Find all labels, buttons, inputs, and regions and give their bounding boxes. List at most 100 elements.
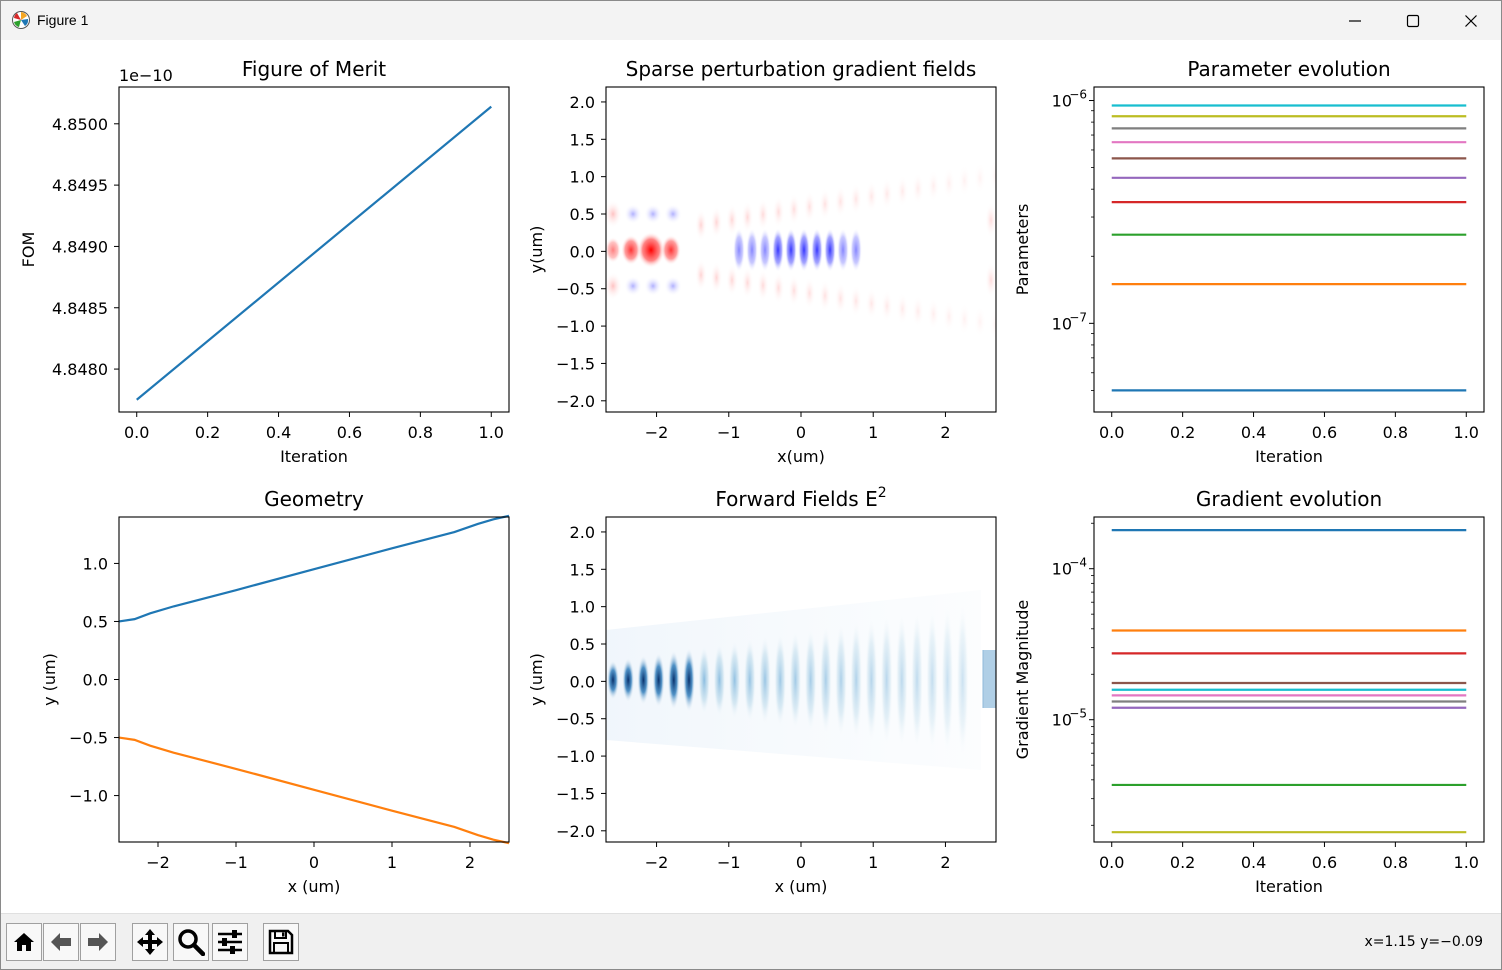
axes-frame	[118, 86, 510, 413]
x-tick-label: −2	[645, 853, 669, 872]
chart-title: Sparse perturbation gradient fields	[626, 57, 977, 81]
close-button[interactable]	[1442, 1, 1500, 40]
close-icon	[1465, 14, 1477, 27]
x-tick-label: −2	[146, 853, 170, 872]
x-axis-label: Iteration	[280, 447, 348, 466]
x-tick-label: 0.6	[337, 423, 362, 442]
axes-frame	[1093, 516, 1485, 843]
chart-title: Forward Fields E2	[715, 485, 886, 511]
y-tick-label: 0.0	[83, 671, 108, 690]
x-tick-label: 0.8	[1383, 853, 1408, 872]
y-tick-label: −0.5	[556, 710, 595, 729]
x-tick-label: 0.0	[124, 423, 149, 442]
y-tick-label: 2.0	[570, 93, 595, 112]
x-tick-label: 2	[940, 423, 950, 442]
x-tick-label: 0	[796, 853, 806, 872]
window-title: Figure 1	[37, 12, 89, 28]
move-icon	[137, 929, 163, 955]
y-tick-label: 0.5	[83, 612, 108, 631]
x-tick-label: −2	[645, 423, 669, 442]
zoom-button[interactable]	[173, 923, 209, 961]
y-tick-label: −2.0	[556, 392, 595, 411]
y-tick-label: 1.5	[570, 560, 595, 579]
figure-canvas[interactable]: Figure of Merit 0.0 0.2 0.4 0.6 0.8 1.0 4.8480 4…	[1, 40, 1501, 913]
x-tick-label: 1	[868, 853, 878, 872]
y-axis-label: y(um)	[527, 226, 546, 274]
axes-frame	[118, 516, 510, 843]
cursor-coordinates: x=1.15 y=−0.09	[1364, 934, 1483, 950]
y-tick-label: −0.5	[556, 280, 595, 299]
chart-title: Geometry	[264, 487, 364, 511]
x-tick-label: 0.8	[1383, 423, 1408, 442]
arrow-right-icon	[88, 933, 108, 951]
x-tick-label: −1	[224, 853, 248, 872]
y-tick-label: 0.0	[570, 672, 595, 691]
chart-title: Gradient evolution	[1196, 487, 1382, 511]
x-tick-label: 1.0	[479, 423, 504, 442]
forward-button[interactable]	[80, 923, 116, 961]
series-line-1	[136, 105, 492, 401]
home-button[interactable]	[6, 923, 42, 961]
x-tick-label: 1	[868, 423, 878, 442]
y-tick-label: −1.0	[69, 787, 108, 806]
x-tick-label: 0.2	[1170, 423, 1195, 442]
x-tick-label: 0.2	[195, 423, 220, 442]
configure-subplots-button[interactable]	[212, 923, 248, 961]
x-tick-label: 0.2	[1170, 853, 1195, 872]
save-button[interactable]	[263, 923, 299, 961]
x-axis-label: Iteration	[1255, 877, 1323, 896]
x-tick-label: 2	[940, 853, 950, 872]
arrow-left-icon	[51, 933, 71, 951]
gradient-field-image	[606, 159, 996, 341]
y-tick-label: 4.8485	[52, 299, 108, 318]
x-tick-label: 1	[387, 853, 397, 872]
y-tick-label: −1.5	[556, 784, 595, 803]
x-tick-label: 0.0	[1099, 853, 1124, 872]
x-tick-label: 2	[465, 853, 475, 872]
y-tick-label: 1.5	[570, 130, 595, 149]
axes-frame	[1093, 86, 1485, 413]
x-tick-label: 1.0	[1454, 423, 1479, 442]
x-tick-label: 0	[309, 853, 319, 872]
y-tick-label: 4.8495	[52, 176, 108, 195]
x-tick-label: 1.0	[1454, 853, 1479, 872]
y-axis-label: FOM	[19, 232, 38, 268]
y-tick-label: 1.0	[570, 598, 595, 617]
y-tick-label: 4.8500	[52, 115, 108, 134]
matplotlib-logo-icon	[12, 11, 30, 29]
x-tick-label: 0.4	[1241, 423, 1266, 442]
y-axis-label: y (um)	[40, 653, 59, 706]
chart-title: Parameter evolution	[1187, 57, 1390, 81]
y-tick-exponent: −6	[1069, 88, 1087, 102]
title-superscript: 2	[878, 485, 887, 501]
y-tick-label: 0.5	[570, 635, 595, 654]
y-axis-label: y (um)	[527, 653, 546, 706]
x-tick-label: −1	[717, 423, 741, 442]
y-tick-label: 0.5	[570, 205, 595, 224]
x-axis-label: x (um)	[288, 877, 341, 896]
chart-title: Figure of Merit	[242, 57, 386, 81]
subplot-fwd-fields: Forward Fields E2 −2 −1 0 1 2 2.0 1.5 1.0 0.5 0.0 −…	[527, 485, 997, 896]
y-tick-label: 10	[1052, 711, 1072, 730]
maximize-icon	[1406, 14, 1420, 27]
sliders-icon	[218, 930, 242, 954]
y-tick-label: 10	[1052, 560, 1072, 579]
y-tick-label: −2.0	[556, 822, 595, 841]
pan-button[interactable]	[132, 923, 168, 961]
y-tick-label: −1.0	[556, 317, 595, 336]
x-axis-label: Iteration	[1255, 447, 1323, 466]
back-button[interactable]	[43, 923, 79, 961]
minimize-button[interactable]	[1326, 1, 1384, 40]
y-offset-label: 1e−10	[119, 66, 173, 85]
title-bar: Figure 1	[1, 1, 1501, 40]
x-tick-label: 0.8	[408, 423, 433, 442]
y-tick-label: 1.0	[570, 168, 595, 187]
maximize-button[interactable]	[1384, 1, 1442, 40]
home-icon	[14, 933, 34, 951]
x-tick-label: 0.0	[1099, 423, 1124, 442]
y-tick-exponent: −7	[1069, 310, 1087, 324]
y-tick-label: 10	[1052, 92, 1072, 111]
